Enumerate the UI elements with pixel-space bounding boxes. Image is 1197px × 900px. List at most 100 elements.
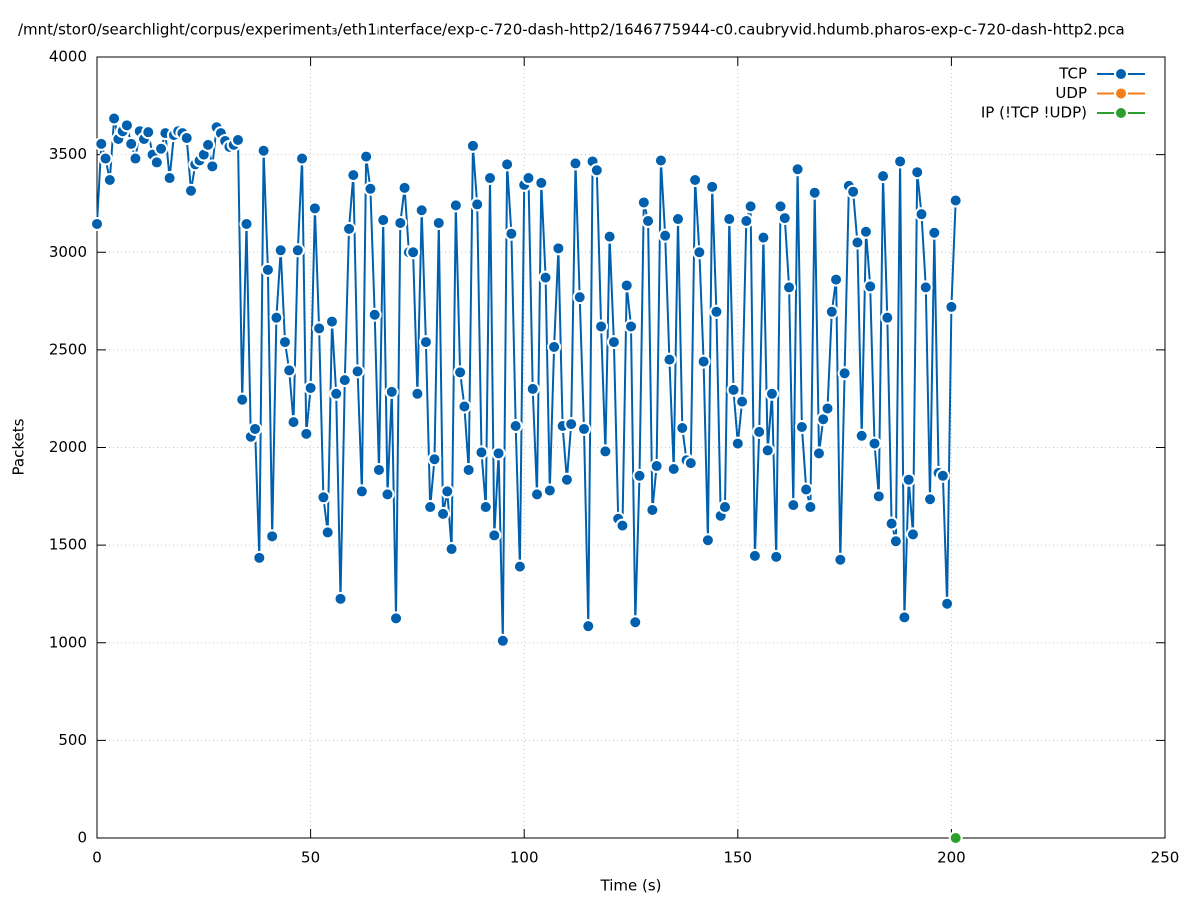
- data-point: [577, 421, 592, 436]
- data-point: [670, 212, 685, 227]
- data-point: [658, 228, 673, 243]
- data-point: [491, 446, 506, 461]
- legend-label: UDP: [1055, 84, 1087, 102]
- data-point: [786, 498, 801, 513]
- data-point: [440, 484, 455, 499]
- data-point: [397, 180, 412, 195]
- data-point: [807, 185, 822, 200]
- y-axis-label: Packets: [10, 418, 28, 475]
- data-point: [760, 443, 775, 458]
- data-point: [406, 245, 421, 260]
- data-point: [735, 394, 750, 409]
- data-point: [307, 201, 322, 216]
- data-point: [367, 307, 382, 322]
- data-point: [914, 207, 929, 222]
- data-point: [376, 213, 391, 228]
- data-point: [453, 365, 468, 380]
- data-point: [632, 468, 647, 483]
- data-point: [863, 279, 878, 294]
- data-point: [739, 214, 754, 229]
- data-point: [483, 171, 498, 186]
- x-tick-label: 150: [723, 849, 752, 867]
- data-point: [867, 436, 882, 451]
- legend-marker: [1114, 67, 1128, 81]
- data-point: [764, 386, 779, 401]
- data-point: [235, 392, 250, 407]
- data-point: [752, 424, 767, 439]
- data-point: [183, 183, 198, 198]
- data-point: [346, 168, 361, 183]
- data-point: [692, 245, 707, 260]
- data-point: [431, 215, 446, 230]
- data-point: [265, 529, 280, 544]
- data-point: [201, 137, 216, 152]
- data-point: [436, 506, 451, 521]
- data-point: [636, 195, 651, 210]
- data-point: [508, 419, 523, 434]
- data-point: [474, 445, 489, 460]
- y-tick-label: 1500: [49, 536, 87, 554]
- data-point: [598, 444, 613, 459]
- data-point: [350, 364, 365, 379]
- data-point: [303, 380, 318, 395]
- data-point: [448, 198, 463, 213]
- data-point: [649, 459, 664, 474]
- data-point: [162, 171, 177, 186]
- x-axis-label: Time (s): [600, 877, 662, 895]
- data-point: [277, 335, 292, 350]
- y-tick-label: 1000: [49, 633, 87, 651]
- data-point: [730, 436, 745, 451]
- data-point: [256, 143, 271, 158]
- data-point: [521, 171, 536, 186]
- data-point: [179, 131, 194, 146]
- data-point: [722, 212, 737, 227]
- data-point: [923, 492, 938, 507]
- data-point: [260, 262, 275, 277]
- data-point: [675, 420, 690, 435]
- data-point: [470, 197, 485, 212]
- data-point: [624, 319, 638, 334]
- data-point: [205, 159, 220, 174]
- data-point: [478, 500, 493, 515]
- data-point: [371, 462, 386, 477]
- data-point: [858, 224, 873, 239]
- data-point: [269, 310, 284, 325]
- data-point: [354, 484, 369, 499]
- data-point: [418, 335, 433, 350]
- data-point: [290, 243, 305, 258]
- data-point: [662, 352, 677, 367]
- data-point: [901, 472, 916, 487]
- data-point: [427, 452, 442, 467]
- data-point: [756, 230, 771, 245]
- chart-title: /mnt/stor0/searchlight/corpus/experiment…: [18, 21, 1125, 39]
- data-point: [342, 221, 357, 236]
- data-point: [602, 229, 617, 244]
- data-point: [564, 417, 579, 432]
- data-point: [94, 136, 109, 151]
- data-point: [98, 151, 113, 166]
- data-point: [530, 487, 545, 502]
- data-point: [927, 225, 942, 240]
- y-tick-label: 500: [58, 731, 87, 749]
- data-point: [525, 381, 540, 396]
- y-tick-label: 2500: [49, 340, 87, 358]
- data-point: [709, 304, 724, 319]
- data-point: [811, 446, 826, 461]
- data-point: [918, 280, 933, 295]
- data-point: [824, 304, 839, 319]
- data-point: [282, 363, 297, 378]
- data-point: [312, 321, 327, 336]
- data-point: [688, 173, 703, 188]
- data-point: [884, 516, 899, 531]
- data-point: [154, 141, 169, 156]
- data-point: [329, 386, 344, 401]
- data-point: [589, 163, 604, 178]
- data-point: [666, 461, 681, 476]
- data-point: [572, 290, 587, 305]
- data-point: [594, 319, 609, 334]
- data-point: [850, 235, 865, 250]
- data-point: [90, 216, 104, 231]
- data-point: [854, 428, 869, 443]
